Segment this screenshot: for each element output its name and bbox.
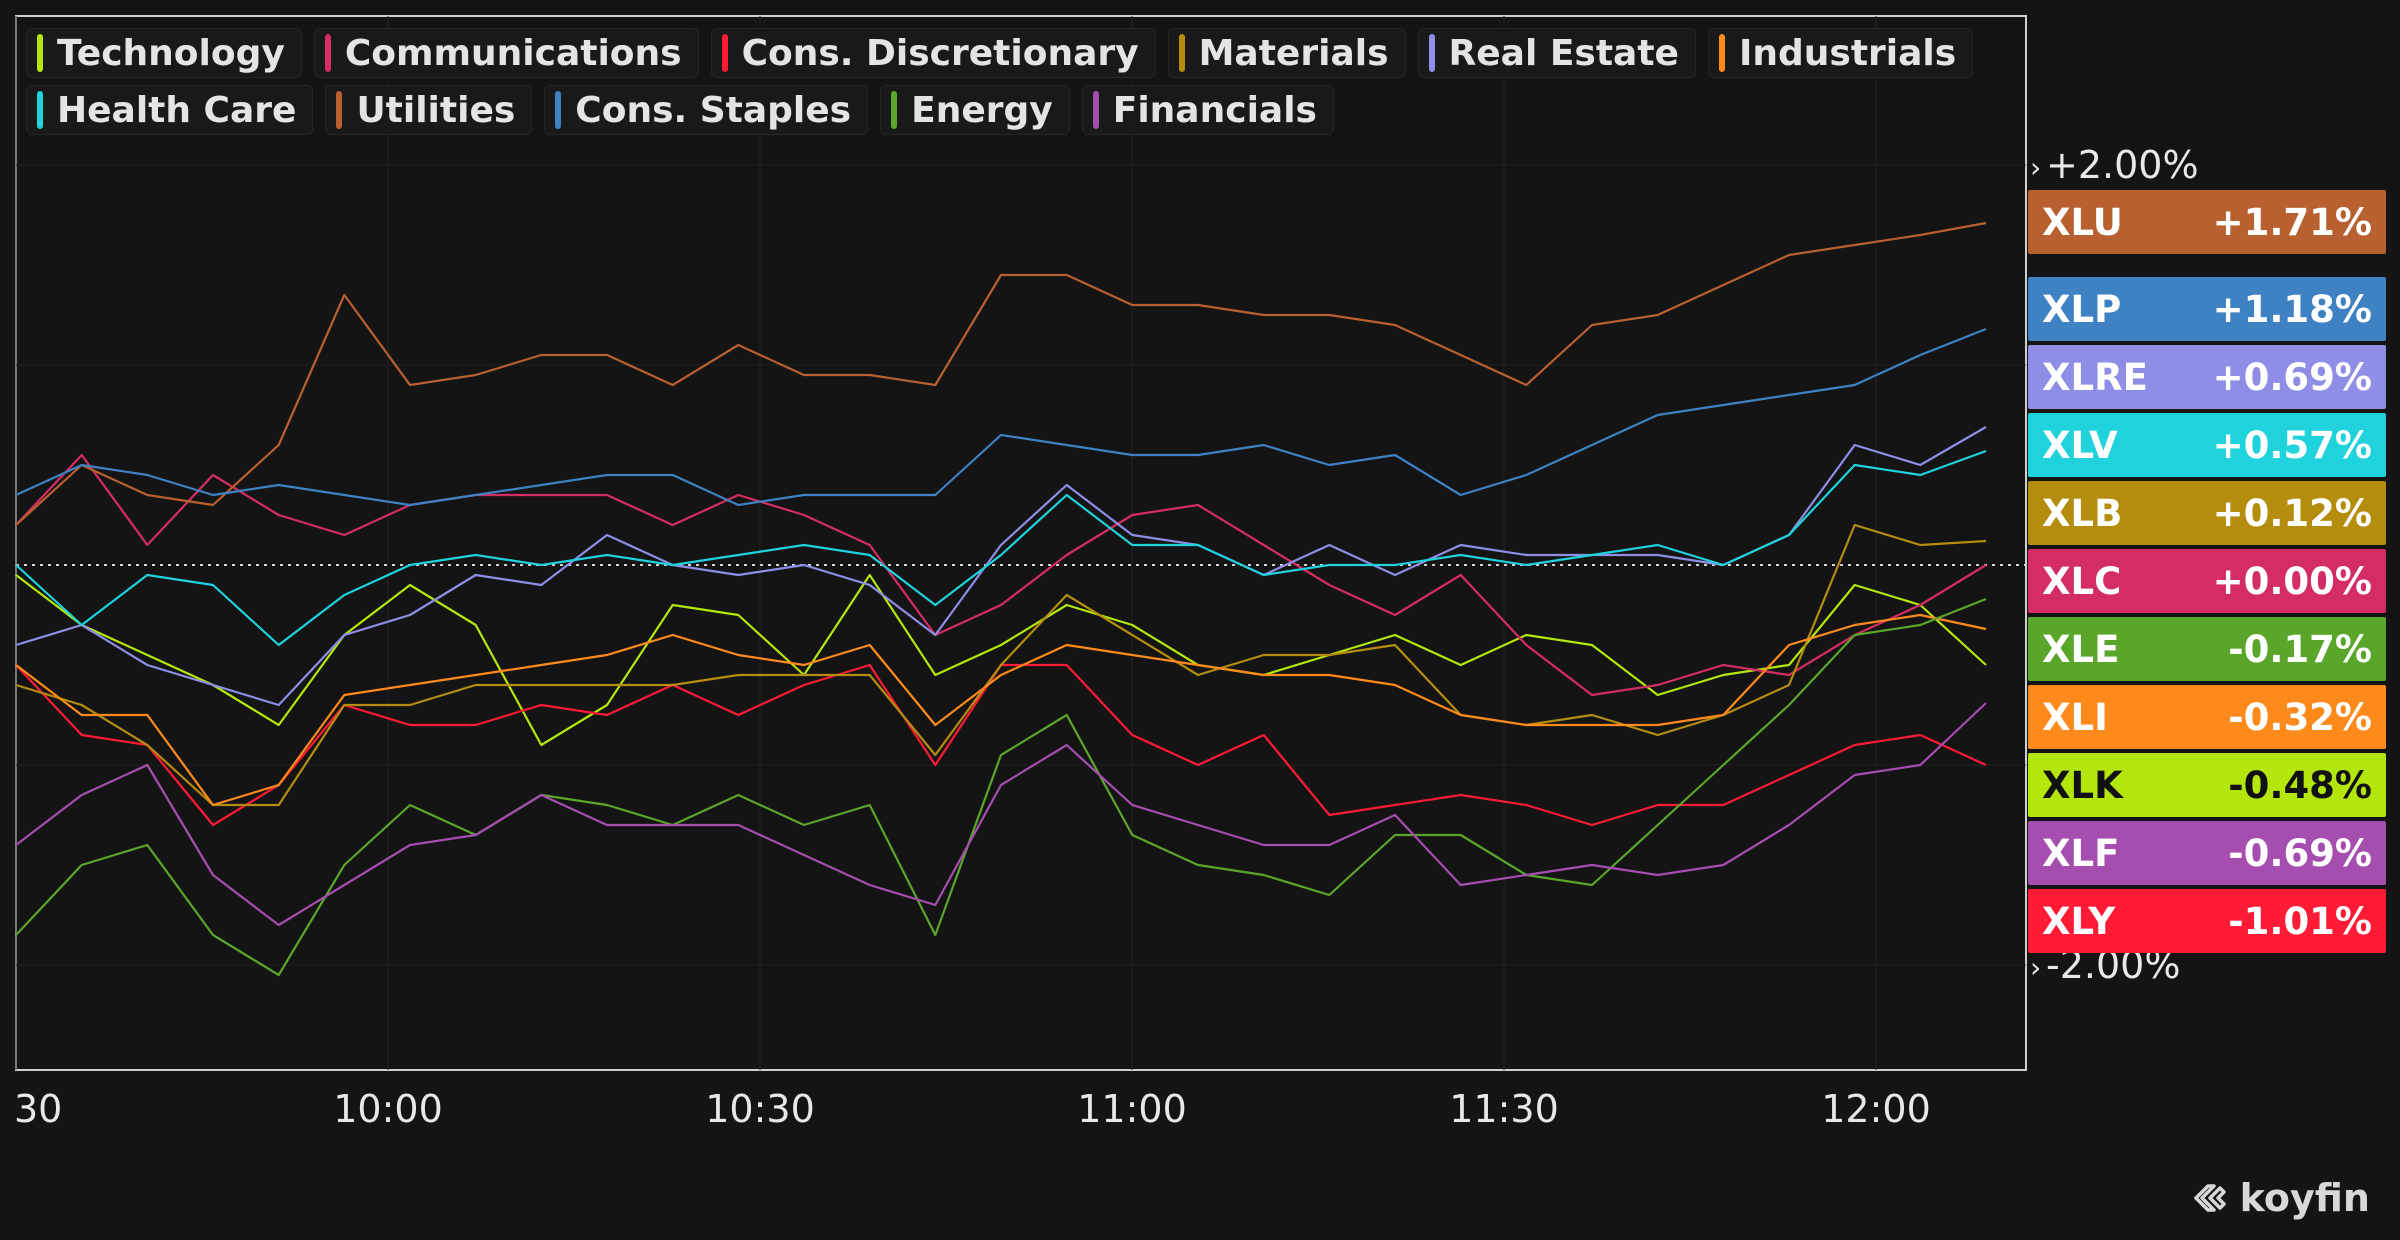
legend-swatch [1092,91,1099,129]
series-line-xlf[interactable] [15,702,1987,927]
legend-swatch [721,34,728,72]
series-line-xle[interactable] [15,597,1987,977]
legend-item-xli[interactable]: Industrials [1707,28,1974,78]
series-line-xlb[interactable] [15,523,1987,807]
ticker-symbol: XLK [2042,763,2123,807]
legend-label: Communications [344,32,682,74]
legend-swatch [37,91,43,129]
legend-item-xlb[interactable]: Materials [1167,28,1406,78]
ticker-symbol: XLB [2042,491,2123,535]
brand-name: koyfin [2239,1176,2370,1220]
legend-swatch [1178,34,1185,72]
series-lines [15,221,1987,977]
legend-item-xlp[interactable]: Cons. Staples [544,85,869,135]
koyfin-logo-icon [2193,1184,2226,1212]
ticker-symbol: XLC [2042,559,2122,603]
ticker-change: +0.57% [2212,423,2372,467]
ticker-symbol: XLP [2042,287,2122,331]
ticker-change: -0.69% [2228,831,2372,875]
legend-swatch [1428,34,1435,72]
legend-label: Cons. Discretionary [741,32,1139,74]
ticker-symbol: XLE [2042,627,2120,671]
legend-label: Cons. Staples [575,89,852,131]
series-line-xlre[interactable] [15,426,1987,707]
series-line-xlu[interactable] [15,221,1987,526]
legend-label: Technology [57,32,285,74]
legend-item-xlre[interactable]: Real Estate [1417,28,1696,78]
ticker-badge-xlp[interactable]: XLP +1.18% [2028,277,2386,341]
ticker-symbol: XLI [2042,695,2108,739]
legend-item-xlf[interactable]: Financials [1081,85,1334,135]
ticker-badge-xle[interactable]: XLE -0.17% [2028,617,2386,681]
y-tick-marker: › [2030,151,2041,184]
ticker-badge-xlk[interactable]: XLK -0.48% [2028,753,2386,817]
ticker-badge-xlv[interactable]: XLV +0.57% [2028,413,2386,477]
ticker-change: +1.18% [2212,287,2372,331]
ticker-change: -0.17% [2228,627,2372,671]
y-tick-label: +2.00% [2046,143,2199,187]
ticker-badge-xli[interactable]: XLI -0.32% [2028,685,2386,749]
ticker-badge-xly[interactable]: XLY -1.01% [2028,889,2386,953]
legend-label: Health Care [57,89,297,131]
x-tick-label: 11:30 [1449,1087,1559,1131]
series-line-xlc[interactable] [15,453,1987,697]
legend-item-xlc[interactable]: Communications [313,28,699,78]
plot-area-frame [15,15,2027,1071]
legend: Technology Communications Cons. Discretion… [26,28,1986,135]
legend-swatch [1718,34,1725,72]
legend-swatch [555,91,562,129]
ticker-symbol: XLF [2042,831,2120,875]
series-line-xlv[interactable] [15,449,1987,647]
legend-item-xlv[interactable]: Health Care [26,85,314,135]
ticker-badge-xlu[interactable]: XLU +1.71% [2028,190,2386,254]
y-tick-marker: › [2030,951,2041,984]
ticker-change: -0.32% [2228,695,2372,739]
ticker-symbol: XLRE [2042,355,2148,399]
ticker-badge-xlf[interactable]: XLF -0.69% [2028,821,2386,885]
x-tick-label: 12:00 [1821,1087,1931,1131]
ticker-symbol: XLU [2042,200,2123,244]
legend-swatch [336,91,343,129]
x-tick-label: 11:00 [1077,1087,1187,1131]
legend-label: Utilities [356,89,516,131]
legend-label: Industrials [1738,32,1957,74]
ticker-change: +0.69% [2212,355,2372,399]
ticker-symbol: XLY [2042,899,2116,943]
series-line-xli[interactable] [15,613,1987,807]
series-line-xlp[interactable] [15,327,1987,507]
legend-swatch [324,34,331,72]
ticker-change: +0.12% [2212,491,2372,535]
grid-lines [15,16,2026,1070]
x-tick-label: 30 [14,1087,62,1131]
ticker-badge-xlb[interactable]: XLB +0.12% [2028,481,2386,545]
legend-label: Materials [1198,32,1389,74]
legend-item-xlk[interactable]: Technology [26,28,302,78]
ticker-badge-xlc[interactable]: XLC +0.00% [2028,549,2386,613]
legend-item-xle[interactable]: Energy [880,85,1070,135]
legend-label: Financials [1112,89,1317,131]
legend-swatch [37,34,43,72]
legend-label: Energy [911,89,1053,131]
ticker-change: +0.00% [2212,559,2372,603]
ticker-change: -1.01% [2228,899,2372,943]
legend-item-xly[interactable]: Cons. Discretionary [710,28,1156,78]
x-axis-ticks: 30 10:00 10:30 11:00 11:30 12:00 [14,1087,1931,1131]
ticker-change: -0.48% [2228,763,2372,807]
legend-item-xlu[interactable]: Utilities [325,85,533,135]
brand-logo: koyfin [2190,1176,2370,1220]
x-tick-label: 10:00 [333,1087,443,1131]
x-tick-label: 10:30 [705,1087,815,1131]
ticker-change: +1.71% [2212,200,2372,244]
legend-label: Real Estate [1448,32,1679,74]
ticker-badge-xlre[interactable]: XLRE +0.69% [2028,345,2386,409]
ticker-symbol: XLV [2042,423,2118,467]
legend-swatch [891,91,898,129]
